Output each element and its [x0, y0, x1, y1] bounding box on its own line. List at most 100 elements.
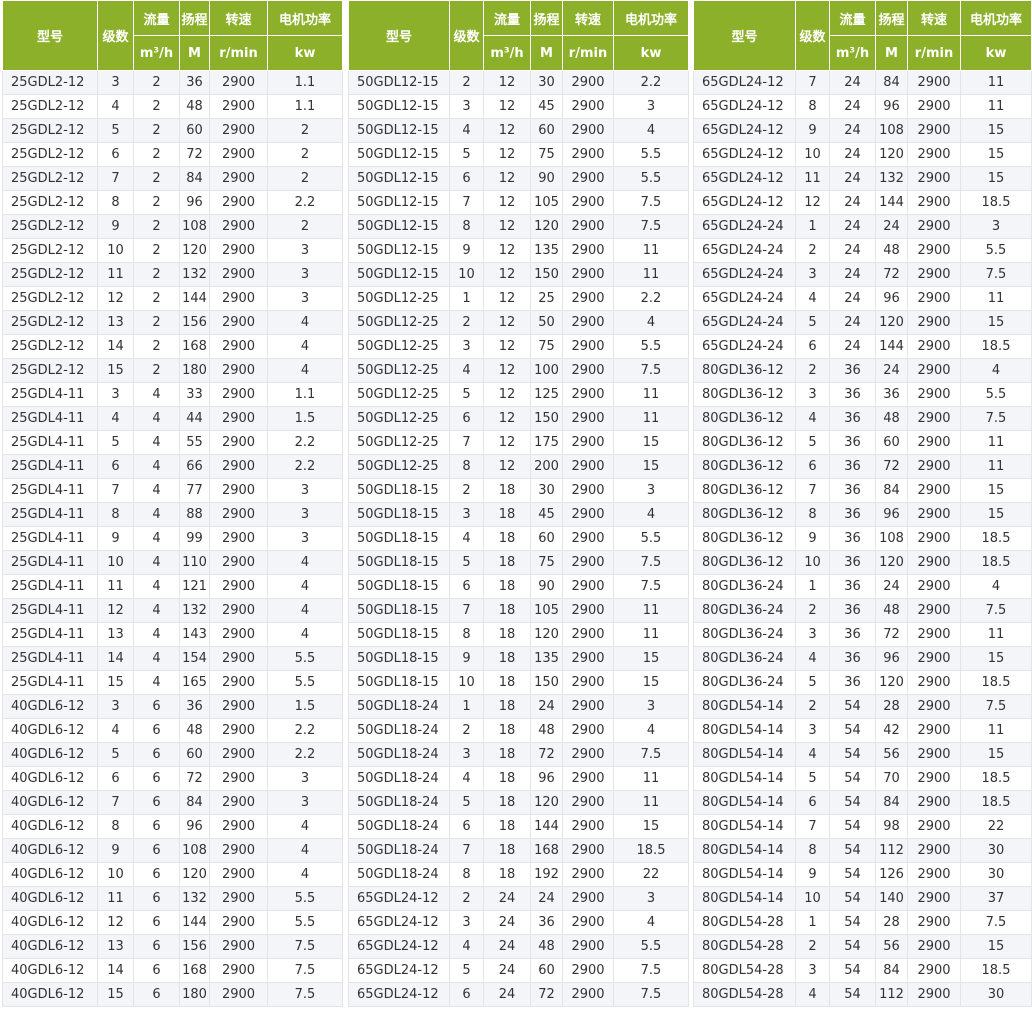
stages-cell: 4: [795, 406, 830, 431]
flow-cell: 24: [829, 286, 876, 311]
model-cell: 25GDL2-12: [2, 70, 98, 95]
speed-cell: 2900: [562, 310, 614, 335]
power-cell: 4: [267, 334, 343, 359]
stages-cell: 9: [795, 526, 830, 551]
table-row: 50GDL12-25 2 12 50 2900 4: [348, 310, 689, 335]
head-cell: 60: [530, 526, 563, 551]
speed-cell: 2900: [562, 622, 614, 647]
head-cell: 44: [179, 406, 210, 431]
head-cell: 143: [179, 622, 210, 647]
table-row: 50GDL18-24 2 18 48 2900 4: [348, 718, 689, 743]
flow-cell: 18: [483, 598, 531, 623]
table-row: 25GDL4-11 14 4 154 2900 5.5: [2, 646, 343, 671]
power-cell: 2: [267, 214, 343, 239]
flow-cell: 54: [829, 766, 876, 791]
flow-cell: 12: [483, 406, 531, 431]
power-cell: 4: [267, 358, 343, 383]
head-cell: 108: [875, 118, 908, 143]
table-row: 40GDL6-12 15 6 180 2900 7.5: [2, 982, 343, 1007]
speed-cell: 2900: [907, 790, 961, 815]
head-cell: 154: [179, 646, 210, 671]
table-row: 80GDL54-14 8 54 112 2900 30: [693, 838, 1032, 863]
speed-cell: 2900: [907, 430, 961, 455]
head-cell: 120: [530, 214, 563, 239]
model-cell: 80GDL36-24: [693, 574, 796, 599]
stages-cell: 5: [795, 310, 830, 335]
model-cell: 80GDL54-14: [693, 862, 796, 887]
power-cell: 5.5: [960, 238, 1032, 263]
model-cell: 25GDL4-11: [2, 646, 98, 671]
stages-cell: 2: [795, 238, 830, 263]
power-cell: 7.5: [960, 406, 1032, 431]
head-cell: 99: [179, 526, 210, 551]
flow-cell: 24: [483, 886, 531, 911]
stages-cell: 12: [97, 598, 134, 623]
flow-cell: 36: [829, 526, 876, 551]
power-cell: 4: [613, 310, 689, 335]
speed-cell: 2900: [209, 454, 268, 479]
stages-cell: 4: [449, 934, 484, 959]
speed-cell: 2900: [907, 550, 961, 575]
head-cell: 72: [875, 622, 908, 647]
speed-cell: 2900: [209, 622, 268, 647]
model-cell: 65GDL24-24: [693, 262, 796, 287]
flow-cell: 24: [829, 70, 876, 95]
flow-cell: 4: [133, 574, 180, 599]
stages-cell: 5: [449, 790, 484, 815]
stages-cell: 11: [795, 166, 830, 191]
model-cell: 25GDL4-11: [2, 574, 98, 599]
head-cell: 72: [530, 982, 563, 1007]
flow-cell: 36: [829, 550, 876, 575]
model-cell: 65GDL24-24: [693, 310, 796, 335]
table-row: 80GDL54-14 4 54 56 2900 15: [693, 742, 1032, 767]
head-cell: 75: [530, 550, 563, 575]
flow-cell: 6: [133, 718, 180, 743]
table-row: 25GDL4-11 6 4 66 2900 2.2: [2, 454, 343, 479]
speed-cell: 2900: [562, 262, 614, 287]
flow-cell: 18: [483, 622, 531, 647]
table-row: 25GDL4-11 4 4 44 2900 1.5: [2, 406, 343, 431]
speed-cell: 2900: [562, 190, 614, 215]
model-cell: 25GDL4-11: [2, 454, 98, 479]
head-cell: 135: [530, 646, 563, 671]
power-cell: 7.5: [267, 958, 343, 983]
stages-cell: 11: [97, 574, 134, 599]
table-row: 50GDL12-15 8 12 120 2900 7.5: [348, 214, 689, 239]
table-row: 50GDL12-25 6 12 150 2900 11: [348, 406, 689, 431]
model-cell: 80GDL36-12: [693, 478, 796, 503]
power-cell: 37: [960, 886, 1032, 911]
speed-cell: 2900: [907, 142, 961, 167]
flow-cell: 2: [133, 70, 180, 95]
stages-cell: 5: [795, 766, 830, 791]
stages-cell: 7: [449, 838, 484, 863]
power-cell: 4: [267, 622, 343, 647]
model-cell: 50GDL18-15: [348, 574, 450, 599]
table-row: 65GDL24-12 3 24 36 2900 4: [348, 910, 689, 935]
speed-cell: 2900: [562, 934, 614, 959]
head-cell: 140: [875, 886, 908, 911]
table-row: 25GDL2-12 11 2 132 2900 3: [2, 262, 343, 287]
power-cell: 15: [613, 814, 689, 839]
stages-cell: 8: [449, 622, 484, 647]
model-cell: 40GDL6-12: [2, 766, 98, 791]
unit-head: M: [530, 35, 563, 71]
head-cell: 24: [875, 574, 908, 599]
model-cell: 50GDL12-25: [348, 382, 450, 407]
stages-cell: 4: [97, 406, 134, 431]
table-row: 50GDL18-15 3 18 45 2900 4: [348, 502, 689, 527]
flow-cell: 12: [483, 214, 531, 239]
model-cell: 80GDL54-14: [693, 886, 796, 911]
flow-cell: 24: [829, 310, 876, 335]
speed-cell: 2900: [209, 478, 268, 503]
unit-power: kw: [960, 35, 1032, 71]
speed-cell: 2900: [562, 406, 614, 431]
header-flow: 流量: [483, 0, 531, 36]
power-cell: 15: [613, 646, 689, 671]
stages-cell: 9: [795, 118, 830, 143]
speed-cell: 2900: [907, 982, 961, 1007]
stages-cell: 3: [795, 718, 830, 743]
power-cell: 4: [267, 550, 343, 575]
flow-cell: 4: [133, 622, 180, 647]
